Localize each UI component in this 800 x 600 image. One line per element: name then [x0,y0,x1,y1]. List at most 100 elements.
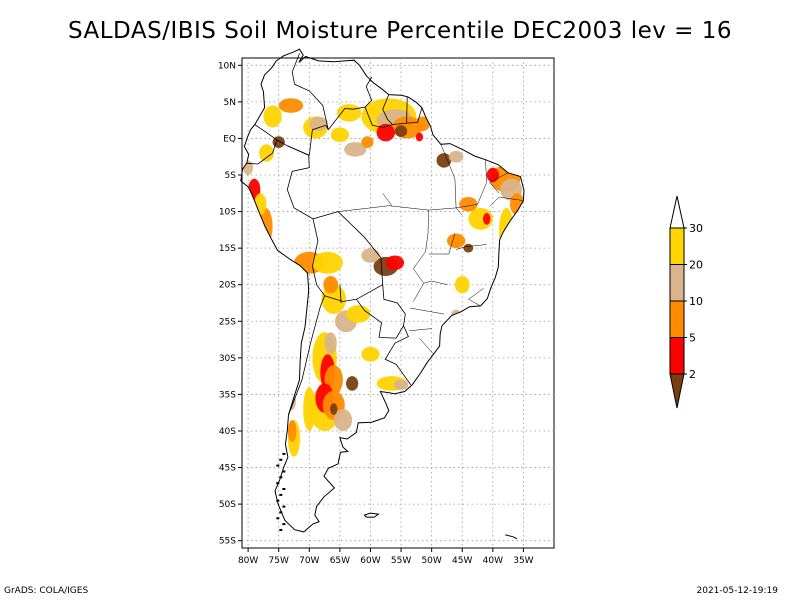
percentile-patch [436,153,452,168]
percentile-patch [303,387,316,431]
country-border [287,53,329,156]
plot-frame [241,57,555,549]
x-tick-label: 40W [483,556,503,566]
island-fragment [282,452,286,455]
percentile-patch [415,132,424,142]
y-tick-label: 20S [219,281,236,291]
percentile-patch [309,116,328,132]
island-fragment [276,464,280,467]
percentile-patch [346,376,359,391]
country-border [406,96,408,124]
percentile-patch [344,142,367,157]
legend-swatch [669,227,685,265]
island-fragment [282,488,286,490]
country-border [384,325,412,386]
legend-label: 20 [689,259,703,272]
percentile-patch [330,403,338,415]
y-tick-label: 35S [219,390,236,400]
state-border [440,144,457,208]
percentile-patch [330,127,350,143]
percentile-patch [324,332,337,355]
state-border [337,205,463,216]
island-fragment [282,470,286,473]
state-border [412,210,429,284]
percentile-patch [287,420,297,442]
percentile-patch [333,409,353,431]
percentile-patch [263,105,282,128]
percentile-patch [361,136,374,148]
colorbar-legend: 30 20 10 5 2 [669,195,703,409]
island-fragment [282,523,286,526]
island-fragment [279,511,283,514]
legend-label: 2 [689,368,696,381]
percentile-patch [312,251,343,274]
state-border [489,172,509,194]
y-tick-label: 10N [218,61,236,71]
island-fragment [279,493,283,496]
soil-moisture-fields [243,98,525,457]
y-tick-label: 55S [219,537,236,547]
state-border [413,280,448,302]
percentile-patch [448,150,464,163]
country-border [312,211,384,302]
falkland-islands [363,512,380,518]
legend-label: 30 [689,222,703,235]
y-tick-label: EQ [223,134,236,144]
coastline-borders [240,48,525,540]
percentile-patch [323,275,339,294]
island-fragment [279,529,283,531]
percentile-patch [278,98,304,113]
y-tick-label: 45S [219,464,236,474]
x-tick-label: 70W [299,556,319,566]
percentile-patch [393,379,409,391]
state-border [408,328,432,332]
percentile-patch [259,144,274,162]
legend-swatch [669,300,685,338]
legend-swatch [669,337,685,375]
percentile-patch [361,346,380,362]
state-border [410,307,444,315]
state-border [489,196,524,207]
percentile-patch [454,275,470,294]
x-tick-label: 80W [238,556,258,566]
legend-label: 10 [689,295,703,308]
timestamp: 2021-05-12-19:19 [696,586,779,596]
map-title: SALDAS/IBIS Soil Moisture Percentile DEC… [67,18,733,44]
x-tick-label: 35W [513,556,533,566]
percentile-patch [486,167,499,183]
state-border [382,193,393,206]
south-georgia [504,534,518,540]
y-tick-label: 25S [219,317,236,327]
island-fragment [279,476,283,479]
y-tick-label: 10S [219,208,236,218]
percentile-patch [483,213,491,225]
latitude-axis: 10N 5N EQ 5S 10S 15S 20S 25S 30S 35S 40S 45S 50S 55S [218,61,242,547]
percentile-patch [376,123,395,142]
y-tick-label: 15S [219,244,236,254]
island-fragment [276,517,280,520]
percentile-patch [415,116,430,132]
island-fragment [279,458,283,461]
country-border [356,284,406,339]
percentile-patch [394,125,408,137]
legend-swatch [669,264,685,302]
country-border [339,284,342,304]
percentile-patch [361,248,380,263]
y-tick-label: 30S [219,354,236,364]
software-credit: GrADS: COLA/IGES [4,586,89,596]
legend-arrow-bottom [669,373,685,409]
x-tick-label: 60W [360,556,380,566]
x-tick-label: 65W [330,556,350,566]
country-border [254,124,319,267]
y-tick-label: 5S [225,171,237,181]
legend-label: 5 [689,332,696,345]
y-tick-label: 50S [219,500,236,510]
country-border [246,139,278,165]
state-border [456,244,487,250]
state-border [467,288,484,307]
island-fragment [282,505,286,508]
percentile-patch [459,196,478,212]
x-tick-label: 45W [452,556,472,566]
percentile-patch [346,305,371,323]
island-fragment [276,499,280,502]
